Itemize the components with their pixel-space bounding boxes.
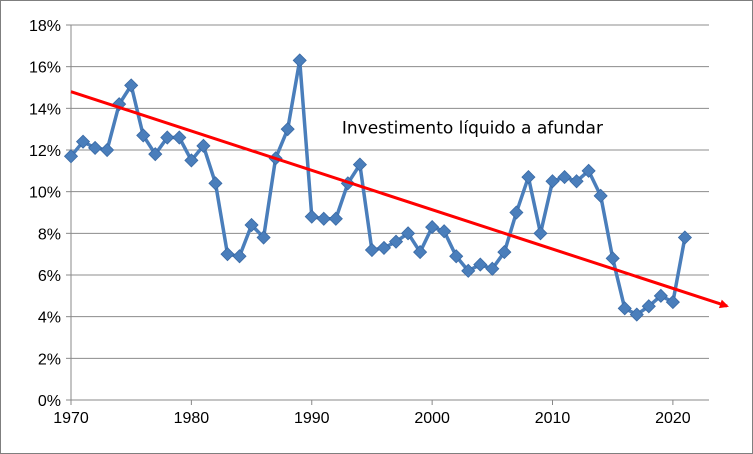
y-tick-label: 10% <box>29 185 61 202</box>
data-point <box>425 220 440 235</box>
data-point <box>172 130 187 145</box>
data-point <box>304 209 319 224</box>
data-point <box>533 226 548 241</box>
y-tick-label: 0% <box>38 393 61 410</box>
data-point <box>497 245 512 260</box>
data-point <box>581 163 596 178</box>
data-point <box>521 170 536 185</box>
trend-line <box>70 90 729 309</box>
data-point <box>461 263 476 278</box>
data-point <box>413 245 428 260</box>
data-point <box>437 224 452 239</box>
y-tick-label: 18% <box>29 18 61 35</box>
x-tick-label: 1970 <box>53 410 89 427</box>
data-point <box>160 130 175 145</box>
series-line <box>69 58 687 317</box>
x-tick-label: 2020 <box>655 410 691 427</box>
y-tick-label: 2% <box>38 351 61 368</box>
data-point <box>88 140 103 155</box>
data-point <box>400 226 416 241</box>
data-point <box>136 128 151 143</box>
data-point <box>677 230 692 245</box>
data-point <box>232 249 247 264</box>
y-tick-label: 14% <box>29 101 61 118</box>
y-tick-label: 12% <box>29 143 61 160</box>
x-tick-label: 1990 <box>294 410 330 427</box>
data-point <box>388 234 404 249</box>
data-point <box>196 138 211 153</box>
y-tick-label: 16% <box>29 60 61 77</box>
data-point <box>100 142 115 158</box>
data-point <box>653 288 668 303</box>
data-point <box>63 149 79 164</box>
data-point <box>184 153 199 168</box>
trend-line-group <box>70 90 729 309</box>
data-point <box>280 122 295 137</box>
data-point <box>641 299 656 314</box>
data-point <box>569 174 584 189</box>
data-point <box>473 257 488 272</box>
y-tick-labels: 0% 2% 4% 6% 8% 10% 12% 14% 16% 18% <box>29 18 61 410</box>
data-point <box>208 176 223 191</box>
data-point <box>244 217 259 233</box>
data-point <box>629 307 644 322</box>
annotations: Investimento líquido a afundar <box>342 118 603 138</box>
y-tick-label: 6% <box>38 268 61 285</box>
data-point <box>617 301 632 316</box>
data-point <box>124 78 139 93</box>
data-point <box>316 211 331 226</box>
data-point <box>376 240 392 255</box>
gridlines <box>66 24 709 405</box>
data-point <box>665 295 680 310</box>
x-tick-label: 2000 <box>414 410 450 427</box>
data-point <box>292 53 307 68</box>
data-point <box>364 242 380 258</box>
y-tick-label: 4% <box>38 310 61 327</box>
axes <box>70 25 709 401</box>
data-point <box>148 147 163 162</box>
data-point <box>509 205 524 220</box>
data-point <box>593 188 608 203</box>
data-series <box>63 53 692 322</box>
data-point <box>605 251 620 266</box>
x-tick-label: 1980 <box>174 410 210 427</box>
data-point <box>220 247 235 262</box>
data-point <box>485 261 500 276</box>
x-tick-label: 2010 <box>535 410 571 427</box>
chart-annotation: Investimento líquido a afundar <box>342 118 603 138</box>
x-tick-labels: 1970 1980 1990 2000 2010 2020 <box>53 410 691 427</box>
data-point <box>328 211 343 226</box>
data-point <box>256 230 271 245</box>
y-tick-label: 8% <box>38 226 61 243</box>
data-point <box>449 249 464 264</box>
data-point <box>545 174 560 189</box>
data-point <box>352 157 367 172</box>
data-point <box>75 134 91 149</box>
data-point <box>557 170 572 185</box>
